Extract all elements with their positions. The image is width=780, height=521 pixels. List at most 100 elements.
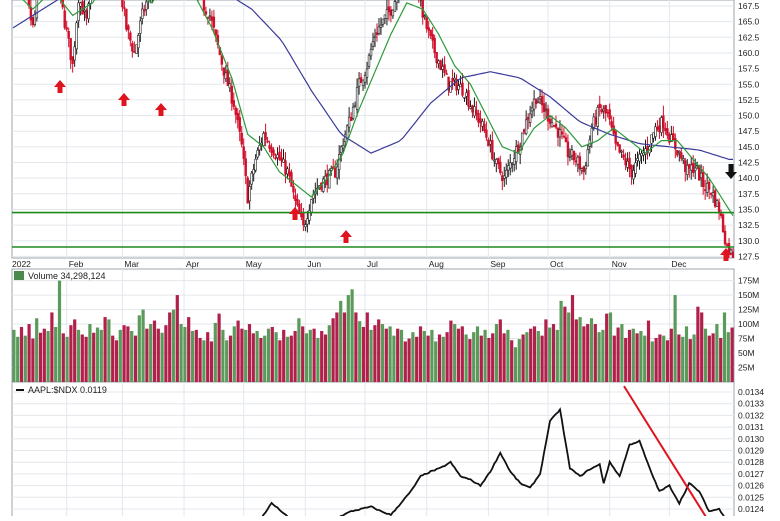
volume-bar xyxy=(552,324,555,382)
candle-body xyxy=(135,45,137,54)
volume-bar xyxy=(153,321,156,382)
volume-bar xyxy=(643,336,646,382)
candle-body xyxy=(529,114,531,123)
volume-bar xyxy=(514,347,517,382)
volume-bar xyxy=(674,295,677,382)
volume-bar xyxy=(62,333,65,382)
candle-body xyxy=(281,158,283,161)
candle-body xyxy=(682,158,684,160)
volume-bar xyxy=(370,330,373,382)
volume-bar xyxy=(696,307,699,382)
volume-bar xyxy=(366,312,369,382)
candle-body xyxy=(378,27,380,34)
volume-bar xyxy=(708,336,711,382)
candle-body xyxy=(342,145,344,148)
candle-body xyxy=(666,129,668,136)
candle-body xyxy=(607,112,609,113)
volume-bar xyxy=(404,341,407,382)
volume-bar xyxy=(484,330,487,382)
candle-body xyxy=(287,169,289,174)
candle-body xyxy=(293,186,295,192)
volume-bar xyxy=(712,333,715,382)
volume-bar xyxy=(278,340,281,382)
volume-bar xyxy=(628,330,631,382)
candle-body xyxy=(215,30,217,35)
volume-bar xyxy=(430,330,433,382)
volume-bar xyxy=(575,319,578,382)
candle-body xyxy=(527,117,529,119)
volume-bar xyxy=(271,327,274,382)
candle-body xyxy=(581,169,583,171)
volume-bar xyxy=(172,310,175,382)
volume-bar xyxy=(191,331,194,382)
candle-body xyxy=(237,113,239,120)
candle-body xyxy=(718,202,720,213)
candle-body xyxy=(513,159,515,165)
volume-bar xyxy=(28,324,31,382)
candle-body xyxy=(635,163,637,174)
candle-body xyxy=(68,31,70,38)
volume-bar xyxy=(111,336,114,382)
volume-bar xyxy=(419,326,422,382)
volume-bar xyxy=(476,326,479,382)
candle-body xyxy=(605,105,607,113)
month-label: Nov xyxy=(612,259,628,269)
ratio-tick-label: 0.0127 xyxy=(738,469,764,479)
candle-body xyxy=(545,109,547,110)
candle-body xyxy=(372,41,374,46)
volume-bar xyxy=(96,328,99,382)
candle-body xyxy=(643,153,645,155)
candle-body xyxy=(123,8,125,9)
volume-bar xyxy=(81,334,84,382)
volume-bar xyxy=(138,315,141,382)
candle-body xyxy=(241,133,243,144)
volume-bar xyxy=(556,330,559,382)
price-tick-label: 137.5 xyxy=(738,189,760,199)
volume-bar xyxy=(457,329,460,382)
volume-bar xyxy=(495,324,498,382)
candle-body xyxy=(481,121,483,126)
candle-body xyxy=(426,17,428,28)
volume-bar xyxy=(560,301,563,382)
volume-bar xyxy=(636,333,639,382)
volume-bar xyxy=(229,336,232,382)
candle-body xyxy=(483,124,485,131)
volume-bar xyxy=(100,330,103,382)
candle-body xyxy=(133,51,135,52)
volume-bar xyxy=(294,331,297,382)
volume-bar xyxy=(225,340,228,382)
ratio-tick-label: 0.0128 xyxy=(738,457,764,467)
candle-body xyxy=(129,33,131,41)
volume-bar xyxy=(601,330,604,382)
volume-bar xyxy=(161,333,164,382)
candle-body xyxy=(291,173,293,187)
candle-body xyxy=(289,171,291,176)
volume-bar xyxy=(598,332,601,382)
candle-body xyxy=(694,168,696,171)
candle-body xyxy=(430,30,432,36)
candle-body xyxy=(686,165,688,174)
volume-bar xyxy=(263,336,266,382)
price-tick-label: 150.0 xyxy=(738,111,760,121)
candle-body xyxy=(688,164,690,168)
volume-bar xyxy=(655,338,658,382)
volume-tick-label: 125M xyxy=(738,305,759,315)
candle-body xyxy=(523,130,525,132)
price-tick-label: 127.5 xyxy=(738,251,760,261)
candle-body xyxy=(664,128,666,130)
candle-body xyxy=(485,130,487,138)
candle-body xyxy=(243,147,245,159)
candle-body xyxy=(668,135,670,143)
candle-body xyxy=(295,196,297,201)
volume-bar xyxy=(533,326,536,382)
volume-bar xyxy=(244,330,247,382)
volume-bar xyxy=(149,324,152,382)
candle-body xyxy=(203,0,205,10)
candle-body xyxy=(662,116,664,128)
candle-body xyxy=(70,38,72,59)
ratio-tick-label: 0.0129 xyxy=(738,446,764,456)
candle-body xyxy=(565,138,567,142)
volume-bar xyxy=(164,325,167,382)
candle-body xyxy=(625,158,627,164)
